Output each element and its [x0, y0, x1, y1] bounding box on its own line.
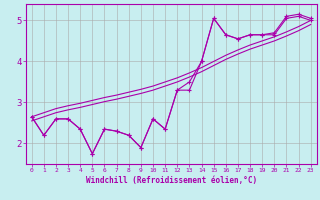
X-axis label: Windchill (Refroidissement éolien,°C): Windchill (Refroidissement éolien,°C) [86, 176, 257, 185]
